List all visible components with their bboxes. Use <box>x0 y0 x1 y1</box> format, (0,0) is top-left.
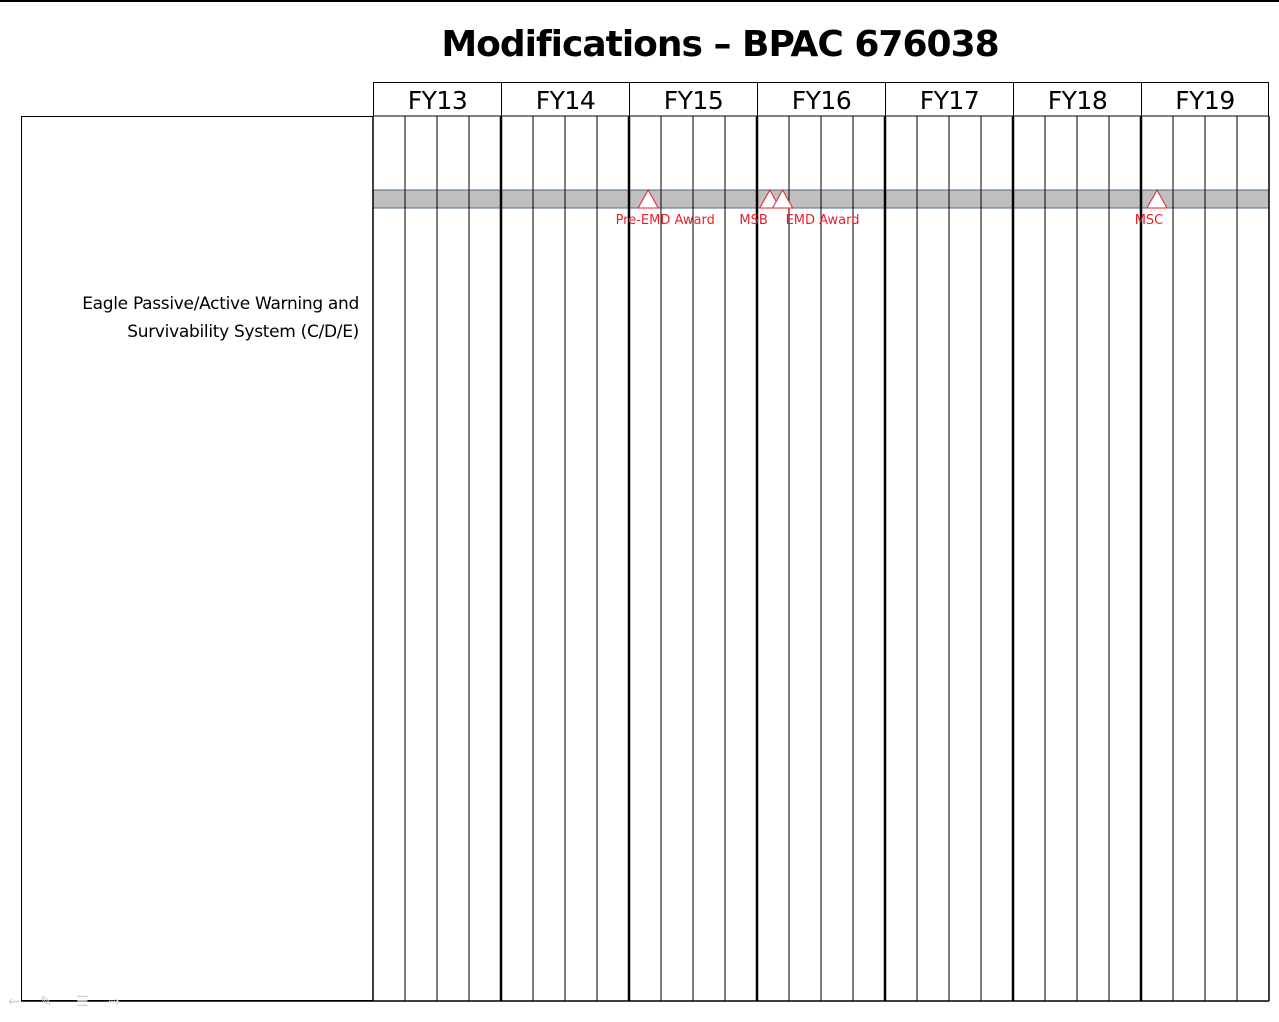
milestone-triangle-icon <box>771 188 794 209</box>
nav-pen-icon[interactable]: ✎ <box>40 994 52 1010</box>
slide-title: Modifications – BPAC 676038 <box>441 24 999 65</box>
milestone-label: EMD Award <box>786 213 860 228</box>
fy-header-cell: FY19 <box>1141 82 1269 116</box>
milestone-label: MSB <box>739 213 767 228</box>
fiscal-year-header: FY13 FY14 FY15 FY16 FY17 FY18 FY19 <box>373 82 1269 116</box>
top-rule <box>0 0 1279 2</box>
row-label-panel: Eagle Passive/Active Warning and Surviva… <box>21 116 373 1001</box>
fy-header-cell: FY15 <box>629 82 757 116</box>
fy-header-cell: FY16 <box>757 82 885 116</box>
fy-header-cell: FY14 <box>501 82 629 116</box>
fy-header-cell: FY17 <box>885 82 1013 116</box>
nav-forward-icon[interactable]: ⇝ <box>108 994 120 1010</box>
nav-back-icon[interactable]: ⇜ <box>8 994 20 1010</box>
nav-menu-icon[interactable]: ☰ <box>76 994 89 1010</box>
row-label: Eagle Passive/Active Warning and Surviva… <box>29 290 373 346</box>
milestone-label: MSC <box>1135 213 1164 228</box>
row-label-line-1: Eagle Passive/Active Warning and <box>82 294 359 314</box>
milestone-triangle-icon <box>1146 188 1168 209</box>
fy-header-cell: FY13 <box>373 82 501 116</box>
milestone-label: Pre-EMD Award <box>616 213 715 228</box>
row-label-line-2: Survivability System (C/D/E) <box>127 322 359 342</box>
fy-header-cell: FY18 <box>1013 82 1141 116</box>
milestone-triangle-icon <box>637 188 660 209</box>
